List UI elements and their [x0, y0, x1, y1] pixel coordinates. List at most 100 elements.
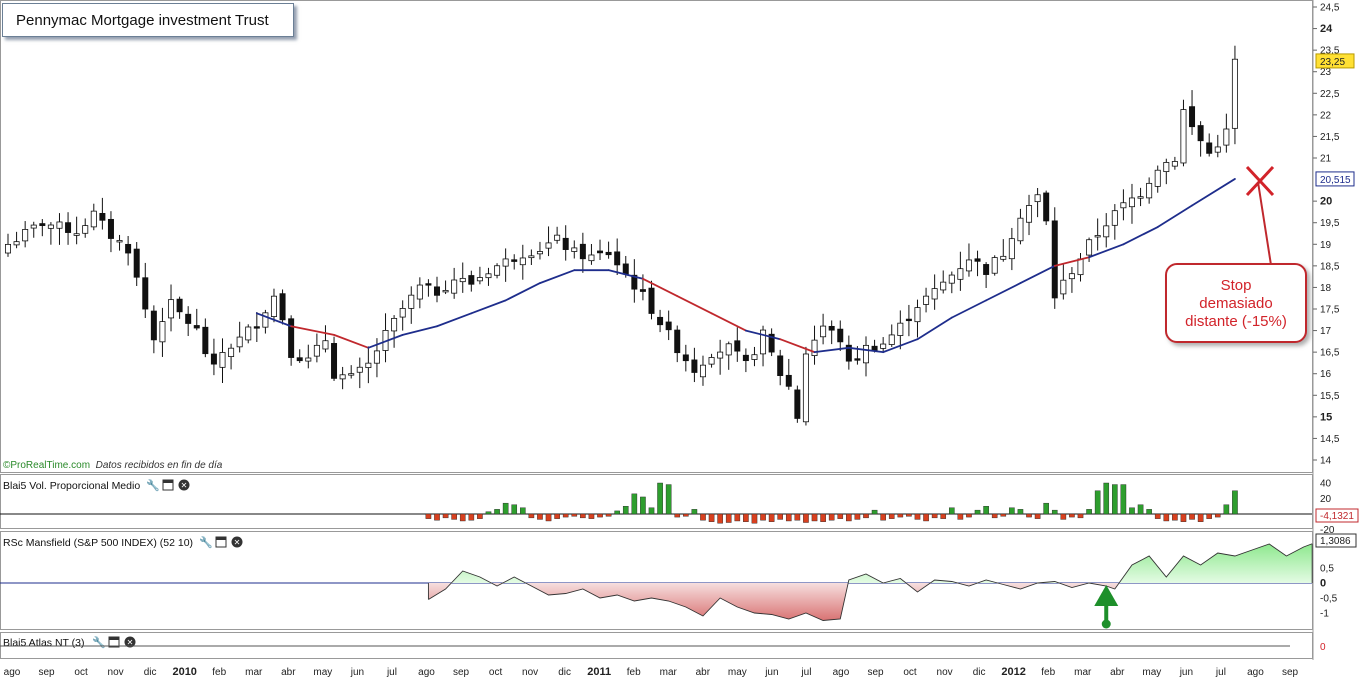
volume-bar-up — [511, 504, 518, 515]
stop-marker — [1245, 165, 1275, 266]
candle-up — [820, 325, 827, 338]
candle-up — [451, 279, 458, 294]
time-tick-label: may — [313, 667, 332, 678]
candle-down — [974, 258, 981, 262]
volume-bar-down — [897, 513, 904, 518]
volume-tick-label: 40 — [1320, 479, 1332, 490]
candle-up — [270, 295, 277, 317]
time-tick-label: sep — [453, 667, 470, 678]
candle-up — [1094, 235, 1101, 238]
volume-bar-down — [820, 513, 826, 522]
volume-bar-down — [863, 513, 869, 519]
candle-up — [5, 243, 11, 254]
price-tick-label: 14,5 — [1320, 434, 1340, 445]
volume-bar-down — [683, 513, 689, 517]
candle-down — [125, 243, 132, 254]
volume-bar-up — [1043, 502, 1049, 515]
volume-bar-down — [1197, 513, 1204, 522]
ma-segment — [813, 346, 850, 354]
volume-bar-down — [459, 513, 466, 522]
candle-down — [176, 298, 183, 313]
volume-bar-up — [502, 502, 509, 515]
candle-down — [614, 251, 621, 266]
candle-down — [562, 237, 569, 250]
candle-up — [725, 343, 732, 356]
volume-bar-down — [597, 513, 603, 518]
candle-up — [391, 317, 398, 332]
arrow-up-icon — [1094, 585, 1119, 606]
volume-bar-down — [725, 513, 732, 523]
volume-bar-down — [837, 513, 844, 519]
volume-bar-down — [923, 513, 929, 522]
candle-up — [442, 290, 449, 293]
price-tick-label: 22 — [1320, 110, 1332, 121]
close-icon — [124, 636, 136, 648]
candle-down — [734, 340, 741, 352]
candle-down — [1189, 106, 1196, 128]
candle-down — [1043, 192, 1050, 222]
rsc-panel-title: RSc Mansfield (S&P 500 INDEX) (52 10) — [3, 537, 193, 549]
volume-bar-down — [1180, 513, 1187, 522]
time-tick-label: nov — [108, 667, 124, 678]
volume-bar-up — [1137, 504, 1144, 515]
candle-up — [494, 265, 501, 276]
candle-down — [871, 345, 878, 351]
price-tick-label: 14 — [1320, 456, 1332, 467]
candle-down — [511, 259, 518, 262]
candlesticks — [5, 45, 1238, 426]
ma-segment — [950, 299, 988, 319]
candle-down — [1206, 142, 1213, 154]
volume-bar-down — [434, 513, 440, 521]
atlas-panel-controls[interactable]: 🔧 ✕ — [92, 635, 136, 649]
candle-up — [82, 225, 89, 234]
ma-segment — [916, 316, 953, 341]
price-tick-label: 23 — [1320, 67, 1332, 78]
time-tick-label: mar — [660, 667, 678, 678]
credit-brand: ProRealTime.com — [10, 460, 91, 471]
ma-segment — [1191, 178, 1236, 207]
candle-up — [365, 362, 372, 369]
volume-panel-controls[interactable]: 🔧 ✕ — [146, 478, 190, 492]
candle-up — [322, 340, 329, 350]
price-tick-label: 19 — [1320, 240, 1332, 251]
volume-bar-up — [665, 484, 672, 515]
volume-bar-down — [1069, 513, 1075, 518]
time-tick-label: jul — [800, 667, 811, 678]
candle-up — [965, 259, 972, 272]
rsc-panel-controls[interactable]: 🔧 ✕ — [199, 535, 243, 549]
candle-up — [545, 242, 552, 249]
stop-callout: Stop demasiado distante (-15%) — [1165, 263, 1307, 343]
volume-bar-down — [1026, 513, 1032, 518]
rsc-tick-label: 0 — [1320, 578, 1326, 590]
candle-up — [116, 240, 123, 243]
candle-up — [13, 241, 20, 246]
candle-down — [828, 325, 835, 331]
volume-bar-down — [545, 513, 552, 522]
candle-up — [22, 229, 29, 242]
candle-down — [657, 316, 664, 326]
volume-bar-down — [914, 513, 921, 520]
candle-up — [30, 224, 37, 229]
atlas-panel-title: Blai5 Atlas NT (3) — [3, 637, 85, 649]
price-tags: 23,25 20,515 — [1315, 53, 1355, 187]
candle-down — [468, 275, 475, 285]
volume-bar-up — [520, 507, 526, 515]
volume-bar-up — [485, 511, 492, 515]
candle-up — [957, 268, 964, 280]
ma-segment — [290, 325, 335, 336]
time-tick-label: ago — [833, 667, 850, 678]
candle-up — [1000, 255, 1007, 260]
candle-up — [1111, 210, 1118, 226]
candle-up — [802, 353, 809, 423]
volume-bar-up — [1232, 490, 1238, 515]
volume-bar-up — [1112, 484, 1118, 515]
candle-up — [1146, 182, 1153, 199]
candle-up — [699, 364, 706, 378]
price-tick-label: 22,5 — [1320, 89, 1340, 100]
candle-up — [1171, 161, 1178, 167]
candle-up — [373, 350, 380, 364]
time-tick-label: oct — [489, 667, 503, 678]
candle-up — [1077, 258, 1084, 276]
ma-segment — [1088, 243, 1125, 259]
